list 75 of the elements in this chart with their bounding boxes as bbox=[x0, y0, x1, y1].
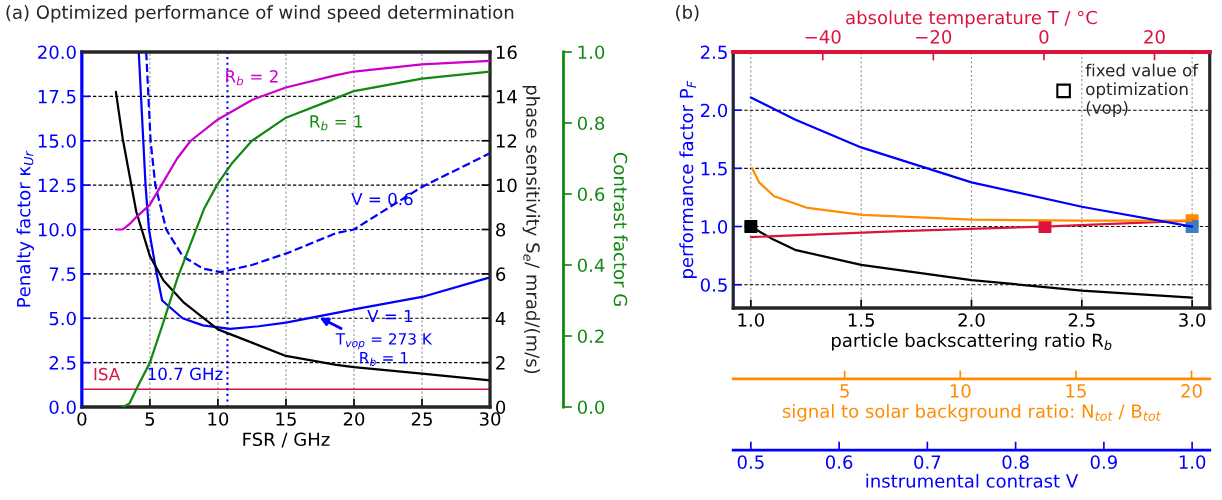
x-tick-label: 0 bbox=[77, 412, 87, 426]
legend-label: V = 1 bbox=[367, 309, 413, 323]
y2-tick-label: 8 bbox=[496, 222, 506, 237]
annotation: T$_{vop}$ = 273 K R$_{b}$ = 1 bbox=[335, 333, 433, 366]
series-label: R$_{b}$ = 1 bbox=[310, 115, 363, 131]
chart-title: (a) Optimized performance of wind speed determination bbox=[6, 5, 514, 23]
y-tick-label: 20.0 bbox=[38, 45, 76, 60]
y-tick-label: 10.0 bbox=[38, 222, 76, 237]
y3-tick-label: 0.6 bbox=[577, 187, 605, 202]
y3-tick-label: 1.0 bbox=[578, 45, 605, 60]
ref-line-label: ISA bbox=[94, 367, 121, 381]
x2-tick-label: 20 bbox=[1144, 29, 1165, 44]
x-tick-label: 2.5 bbox=[1068, 313, 1095, 327]
x2-tick-label: −40 bbox=[805, 29, 841, 44]
y-axis-title: performance factor P$_{F}$ bbox=[679, 80, 697, 278]
x-tick-label: 3.0 bbox=[1179, 313, 1206, 327]
x2-tick-label: 0 bbox=[1039, 29, 1049, 44]
x2-tick-label: 0.9 bbox=[1090, 455, 1117, 469]
x-tick-label: 10 bbox=[208, 412, 229, 426]
y2-tick-label: 0 bbox=[496, 400, 506, 415]
x-tick-label: 10 bbox=[950, 384, 971, 398]
series-label: R$_{b}$ = 2 bbox=[226, 70, 278, 86]
y-tick-label: 12.5 bbox=[38, 178, 76, 193]
x2-tick-label: 0.5 bbox=[737, 455, 764, 469]
y-tick-label: 5.0 bbox=[49, 311, 76, 326]
y2-tick-label: 2 bbox=[496, 356, 505, 370]
y-tick-label: 1.5 bbox=[701, 162, 727, 176]
x-axis-title: signal to solar background ratio: N$_{tot}$ / B$_{tot}$ bbox=[782, 404, 1161, 422]
y2-tick-label: 6 bbox=[496, 267, 506, 281]
x-tick-label: 15 bbox=[276, 412, 296, 426]
x-tick-label: 15 bbox=[1066, 384, 1086, 398]
x-tick-label: 25 bbox=[411, 412, 432, 426]
y-axis-title: Penalty factor κ$_{Ur}$ bbox=[16, 150, 34, 307]
y-tick-label: 0.0 bbox=[49, 400, 76, 415]
x-tick-label: 20 bbox=[343, 412, 365, 426]
y-tick-label: 15.0 bbox=[38, 134, 76, 148]
y-tick-label: 1.0 bbox=[701, 220, 728, 234]
x2-tick-label: 0.6 bbox=[825, 455, 853, 469]
y2-axis-title: phase sensitivity S$_{e}$/ mrad/(m/s) bbox=[522, 85, 541, 374]
x-axis-title: FSR / GHz bbox=[243, 432, 330, 448]
ref-line-label: 10.7 GHz bbox=[148, 367, 223, 381]
y2-tick-label: 12 bbox=[496, 134, 517, 148]
y3-axis-title: Contrast factor G bbox=[613, 152, 628, 306]
x-tick-label: 30 bbox=[479, 412, 501, 426]
x-axis-title: particle backscattering ratio R$_{b}$ bbox=[832, 333, 1112, 351]
x2-tick-label: −20 bbox=[916, 29, 952, 44]
y2-tick-label: 14 bbox=[496, 90, 517, 104]
x-tick-label: 2.0 bbox=[958, 313, 985, 327]
y3-tick-label: 0.8 bbox=[577, 116, 605, 131]
y2-tick-label: 16 bbox=[496, 45, 517, 60]
y2-tick-label: 4 bbox=[495, 311, 506, 326]
x2-tick-label: 0.7 bbox=[914, 455, 941, 469]
y3-tick-label: 0.2 bbox=[577, 329, 604, 344]
x2-axis-title: instrumental contrast V bbox=[866, 473, 1079, 488]
line-series bbox=[137, 52, 491, 331]
y-tick-label: 2.0 bbox=[700, 103, 728, 118]
y3-tick-label: 0.0 bbox=[577, 400, 605, 415]
x-tick-label: 20 bbox=[1181, 384, 1202, 398]
y-tick-label: 2.5 bbox=[700, 45, 727, 60]
y2-tick-label: 10 bbox=[496, 178, 517, 193]
y-tick-label: 7.5 bbox=[49, 267, 76, 281]
x2-tick-label: 0.8 bbox=[1002, 455, 1029, 469]
x2-tick-label: 1.0 bbox=[1179, 455, 1206, 469]
y-tick-label: 0.5 bbox=[700, 278, 727, 292]
line-series bbox=[114, 59, 491, 231]
x-tick-label: 1.5 bbox=[848, 313, 874, 327]
x-tick-label: 1.0 bbox=[738, 313, 765, 327]
chart-title: (b) bbox=[676, 5, 699, 22]
x-tick-label: 5 bbox=[145, 412, 155, 426]
y-tick-label: 2.5 bbox=[49, 356, 76, 370]
x-tick-label: 5 bbox=[840, 384, 849, 398]
y3-tick-label: 0.4 bbox=[577, 258, 605, 273]
legend-label: fixed value of optimization (vop) bbox=[1085, 63, 1199, 118]
x2-axis-title: absolute temperature T / °C bbox=[846, 10, 1097, 28]
y-tick-label: 17.5 bbox=[38, 90, 76, 104]
